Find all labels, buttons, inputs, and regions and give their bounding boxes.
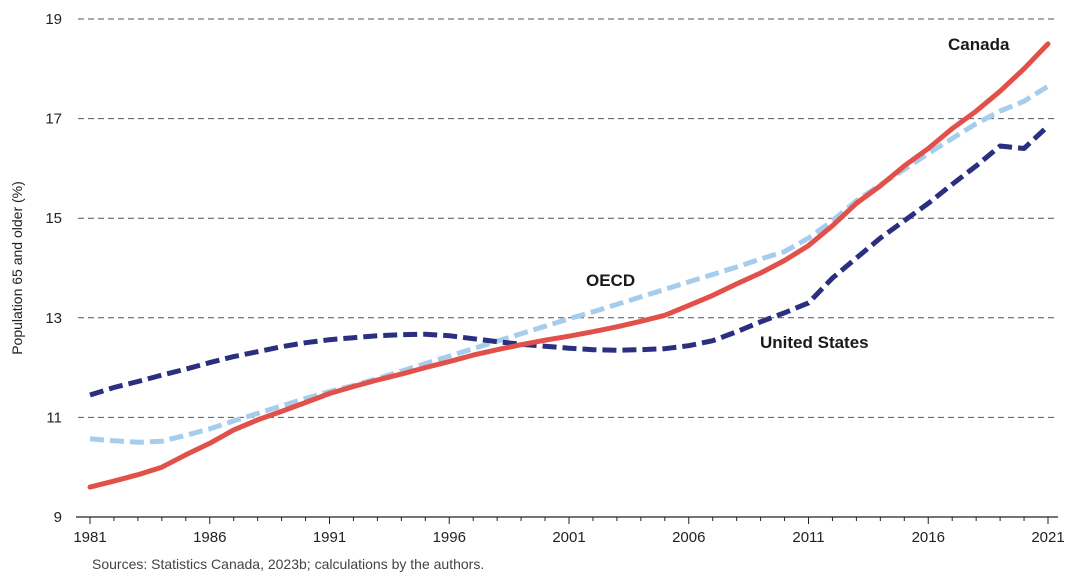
x-tick-label: 2021: [1031, 529, 1064, 546]
series-label-oecd: OECD: [586, 271, 635, 290]
x-tick-label: 1996: [433, 529, 466, 546]
y-axis-title: Population 65 and older (%): [9, 181, 25, 355]
x-axis: 1981 1986 1991 1996 2001 2006 2011 2016 2021: [73, 516, 1065, 546]
y-axis-ticks: 9 11 13 15 17 19: [45, 11, 62, 526]
x-tick-label: 1991: [313, 529, 346, 546]
series-label-canada: Canada: [948, 35, 1010, 54]
y-tick-label: 15: [45, 210, 62, 227]
series-line-united-states: [89, 124, 1050, 398]
series-line-oecd: [89, 84, 1050, 445]
y-tick-label: 13: [45, 310, 62, 327]
source-note: Sources: Statistics Canada, 2023b; calcu…: [92, 556, 485, 572]
x-tick-label: 2006: [672, 529, 705, 546]
series-line-canada: [87, 41, 1051, 490]
x-tick-label: 1986: [193, 529, 226, 546]
x-tick-label: 2016: [912, 529, 945, 546]
y-tick-label: 17: [45, 111, 62, 128]
x-tick-label: 2011: [792, 529, 824, 546]
series-lines: [87, 41, 1051, 490]
y-tick-label: 11: [46, 409, 62, 426]
gridlines: [78, 18, 1058, 418]
y-tick-label: 9: [54, 509, 62, 526]
series-label-united-states: United States: [760, 333, 869, 352]
x-tick-label: 1981: [73, 529, 106, 546]
y-tick-label: 19: [45, 11, 62, 28]
x-tick-label: 2001: [552, 529, 585, 546]
